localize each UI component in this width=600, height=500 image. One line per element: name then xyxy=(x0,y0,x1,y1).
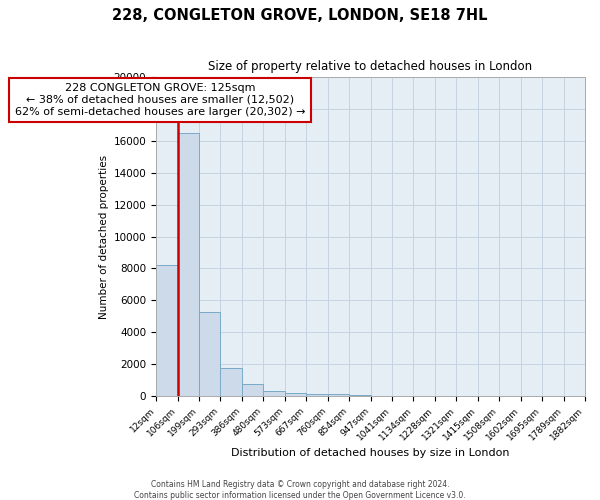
Bar xyxy=(349,395,371,396)
Bar xyxy=(220,368,242,396)
Bar xyxy=(156,265,178,396)
Bar xyxy=(242,384,263,396)
Bar xyxy=(263,392,285,396)
Bar xyxy=(328,394,349,396)
Title: Size of property relative to detached houses in London: Size of property relative to detached ho… xyxy=(208,60,533,73)
Bar xyxy=(306,394,328,396)
Text: Contains HM Land Registry data © Crown copyright and database right 2024.
Contai: Contains HM Land Registry data © Crown c… xyxy=(134,480,466,500)
Bar xyxy=(178,133,199,396)
Text: 228, CONGLETON GROVE, LONDON, SE18 7HL: 228, CONGLETON GROVE, LONDON, SE18 7HL xyxy=(112,8,488,22)
Bar xyxy=(199,312,220,396)
Y-axis label: Number of detached properties: Number of detached properties xyxy=(100,154,109,318)
Text: 228 CONGLETON GROVE: 125sqm
← 38% of detached houses are smaller (12,502)
62% of: 228 CONGLETON GROVE: 125sqm ← 38% of det… xyxy=(14,84,305,116)
X-axis label: Distribution of detached houses by size in London: Distribution of detached houses by size … xyxy=(231,448,510,458)
Bar xyxy=(285,393,306,396)
